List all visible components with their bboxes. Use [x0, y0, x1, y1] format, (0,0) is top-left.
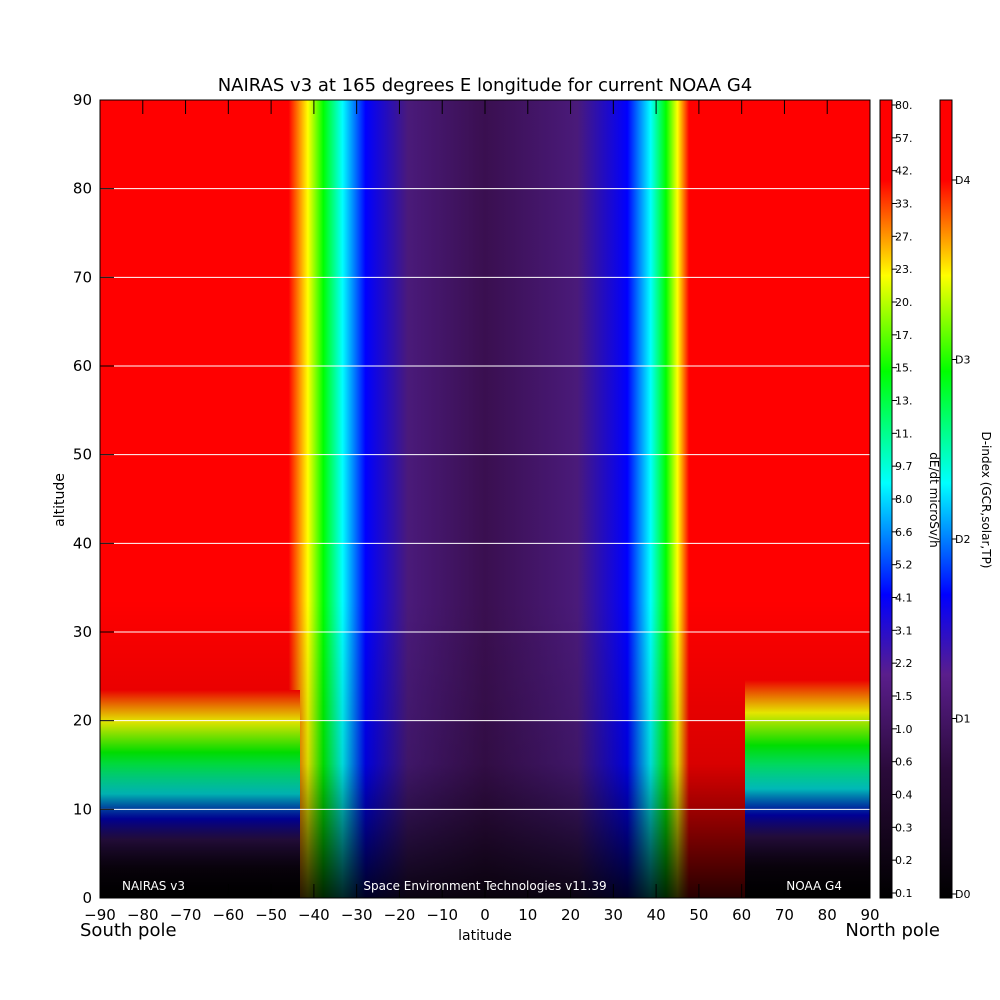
- footer-right: NOAA G4: [786, 879, 842, 893]
- x-tick-label: −70: [170, 906, 202, 924]
- footer-center: Space Environment Technologies v11.39: [363, 879, 606, 893]
- y-tick-label: 60: [73, 357, 92, 375]
- dose-tick-label: 23.: [895, 263, 913, 276]
- dose-tick-label: 27.: [895, 230, 913, 243]
- x-tick-label: 10: [518, 906, 537, 924]
- dose-tick-label: 20.: [895, 296, 913, 309]
- y-tick-label: 0: [82, 889, 92, 907]
- x-tick-label: −40: [298, 906, 330, 924]
- dose-tick-label: 4.1: [895, 592, 913, 605]
- dose-tick-label: 9.7: [895, 460, 913, 473]
- y-tick-label: 70: [73, 268, 92, 286]
- y-tick-label: 40: [73, 534, 92, 552]
- dose-tick-label: 0.4: [895, 789, 913, 802]
- x-tick-label: −80: [127, 906, 159, 924]
- dindex-colorbar: [939, 99, 953, 899]
- south-pole-label: South pole: [80, 920, 177, 941]
- y-tick-label: 20: [73, 712, 92, 730]
- dindex-tick-label: D3: [955, 354, 970, 367]
- dose-tick-label: 11.: [895, 427, 913, 440]
- dose-tick-label: 33.: [895, 198, 913, 211]
- dose-tick-label: 6.6: [895, 526, 913, 539]
- dindex-tick-label: D4: [955, 174, 970, 187]
- dose-tick-label: 0.2: [895, 854, 913, 867]
- x-tick-label: 20: [561, 906, 580, 924]
- x-tick-label: 70: [775, 906, 794, 924]
- x-tick-label: 30: [604, 906, 623, 924]
- x-tick-label: −10: [426, 906, 458, 924]
- dose-tick-label: 17.: [895, 329, 913, 342]
- dose-colorbar-label: dE/dt microSv/h: [927, 452, 941, 547]
- north-pole-label: North pole: [845, 920, 940, 941]
- y-tick-label: 10: [73, 800, 92, 818]
- dose-colorbar-ticks: 80. 57. 42. 33. 27. 23. 20. 17. 15. 13. 11. 9.7 8.0 6…: [892, 99, 913, 900]
- x-tick-label: 50: [689, 906, 708, 924]
- heatmap-plot-area: [100, 100, 870, 898]
- dose-tick-label: 1.0: [895, 723, 913, 736]
- dose-tick-label: 0.6: [895, 756, 913, 769]
- x-tick-label: 90: [860, 906, 879, 924]
- x-tick-label: −20: [384, 906, 416, 924]
- dose-tick-label: 0.1: [895, 887, 913, 900]
- x-tick-label: −30: [341, 906, 373, 924]
- y-axis-label: altitude: [52, 473, 68, 527]
- dose-tick-label: 8.0: [895, 493, 913, 506]
- dose-tick-label: 57.: [895, 132, 913, 145]
- x-tick-label: 60: [732, 906, 751, 924]
- dose-tick-label: 3.1: [895, 624, 913, 637]
- dose-tick-label: 13.: [895, 395, 913, 408]
- x-tick-label: 0: [480, 906, 490, 924]
- dindex-tick-label: D0: [955, 888, 970, 901]
- x-tick-label: 40: [647, 906, 666, 924]
- x-tick-label: −60: [213, 906, 245, 924]
- dindex-tick-label: D2: [955, 533, 970, 546]
- dose-tick-label: 2.2: [895, 657, 913, 670]
- dose-tick-label: 80.: [895, 99, 913, 112]
- x-tick-label: −50: [255, 906, 287, 924]
- dose-tick-label: 1.5: [895, 690, 913, 703]
- x-axis-label: latitude: [458, 928, 512, 944]
- dose-colorbar: [879, 99, 893, 899]
- x-tick-label: 80: [818, 906, 837, 924]
- chart-title: NAIRAS v3 at 165 degrees E longitude for…: [218, 75, 753, 96]
- y-axis: 0 10 20 30 40 50 60 70 80 90: [73, 91, 114, 907]
- heatmap-bottom-shade: [100, 600, 870, 898]
- y-tick-label: 80: [73, 180, 92, 198]
- dindex-tick-label: D1: [955, 713, 970, 726]
- dose-tick-label: 5.2: [895, 559, 913, 572]
- dose-tick-label: 0.3: [895, 821, 913, 834]
- y-tick-label: 30: [73, 623, 92, 641]
- dindex-colorbar-label: D-index (GCR,solar,TP): [979, 431, 993, 568]
- footer-left: NAIRAS v3: [122, 879, 185, 893]
- dose-tick-label: 15.: [895, 362, 913, 375]
- x-tick-label: −90: [84, 906, 116, 924]
- y-tick-label: 90: [73, 91, 92, 109]
- y-gridlines: [100, 188, 870, 810]
- y-tick-label: 50: [73, 446, 92, 464]
- dindex-colorbar-ticks: D4 D3 D2 D1 D0: [952, 174, 970, 901]
- dose-tick-label: 42.: [895, 165, 913, 178]
- x-axis: −90 −80 −70 −60 −50 −40 −30 −20 −10 0 10 20 30 40 50 60…: [84, 100, 880, 924]
